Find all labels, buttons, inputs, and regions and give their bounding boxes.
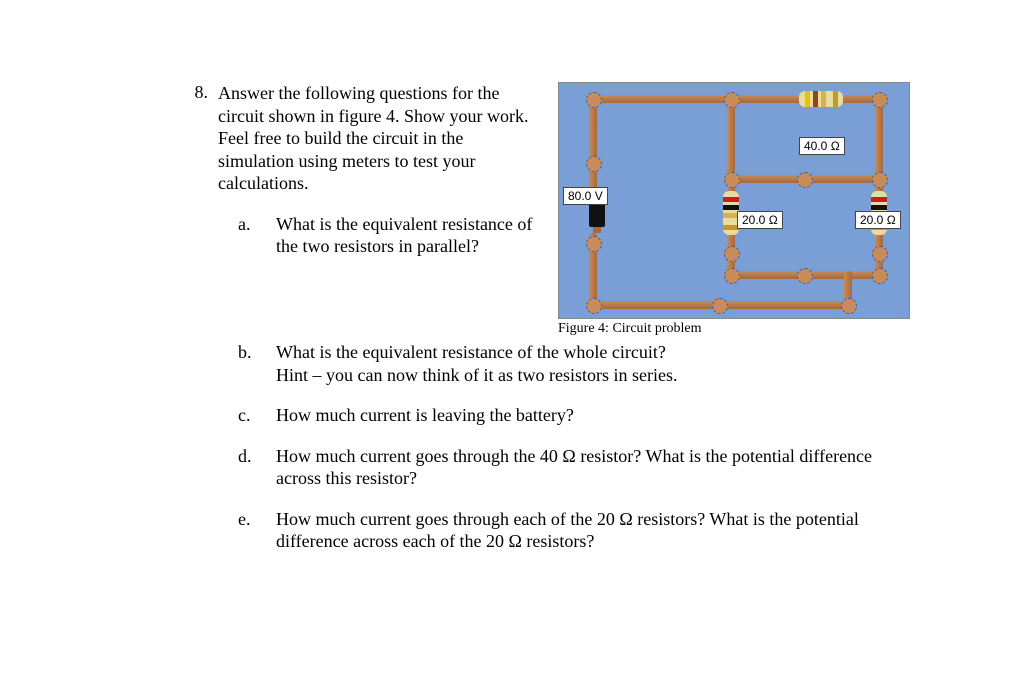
part-b-text: What is the equivalent resistance of the… — [276, 341, 920, 386]
sub-list-top: a. What is the equivalent resistance of … — [218, 213, 538, 258]
part-b: b. What is the equivalent resistance of … — [218, 341, 920, 386]
r40-label: 40.0 Ω — [799, 137, 845, 155]
question-row: 8. Answer the following questions for th… — [180, 82, 920, 553]
part-a-letter: a. — [218, 213, 276, 236]
part-c-letter: c. — [218, 404, 276, 427]
part-e-text: How much current goes through each of th… — [276, 508, 920, 553]
question-body: Answer the following questions for the c… — [218, 82, 920, 553]
node-icon — [724, 92, 740, 108]
node-icon — [872, 268, 888, 284]
part-d-text: How much current goes through the 40 Ω r… — [276, 445, 920, 490]
node-icon — [712, 298, 728, 314]
part-b-letter: b. — [218, 341, 276, 364]
node-icon — [586, 236, 602, 252]
wire — [589, 95, 597, 191]
resistor-40-icon — [799, 91, 843, 107]
node-icon — [724, 246, 740, 262]
part-b-hint: Hint – you can now think of it as two re… — [276, 365, 677, 385]
r20a-label: 20.0 Ω — [737, 211, 783, 229]
sub-list-rest: b. What is the equivalent resistance of … — [218, 341, 920, 553]
intro-span: Answer the following questions for the c… — [218, 83, 528, 193]
part-a-text: What is the equivalent resistance of the… — [276, 213, 538, 258]
node-icon — [841, 298, 857, 314]
node-icon — [872, 172, 888, 188]
circuit-diagram: 80.0 V 40.0 Ω 20.0 Ω 20.0 Ω — [558, 82, 910, 319]
page: 8. Answer the following questions for th… — [180, 82, 920, 553]
part-c: c. How much current is leaving the batte… — [218, 404, 920, 427]
part-d: d. How much current goes through the 40 … — [218, 445, 920, 490]
figure-box: 80.0 V 40.0 Ω 20.0 Ω 20.0 Ω Figure 4: Ci… — [558, 82, 908, 337]
intro-wrap: Answer the following questions for the c… — [218, 82, 920, 337]
part-c-text: How much current is leaving the battery? — [276, 404, 920, 427]
node-icon — [724, 172, 740, 188]
node-icon — [724, 268, 740, 284]
part-d-letter: d. — [218, 445, 276, 468]
node-icon — [797, 172, 813, 188]
node-icon — [586, 92, 602, 108]
node-icon — [586, 298, 602, 314]
part-e-letter: e. — [218, 508, 276, 531]
question-number: 8. — [180, 82, 218, 103]
intro-text: Answer the following questions for the c… — [218, 82, 538, 276]
battery-label: 80.0 V — [563, 187, 608, 205]
node-icon — [586, 156, 602, 172]
r20b-label: 20.0 Ω — [855, 211, 901, 229]
node-icon — [872, 246, 888, 262]
node-icon — [872, 92, 888, 108]
part-a: a. What is the equivalent resistance of … — [218, 213, 538, 258]
figure-caption: Figure 4: Circuit problem — [558, 321, 908, 337]
part-b-q: What is the equivalent resistance of the… — [276, 342, 666, 362]
part-e: e. How much current goes through each of… — [218, 508, 920, 553]
node-icon — [797, 268, 813, 284]
